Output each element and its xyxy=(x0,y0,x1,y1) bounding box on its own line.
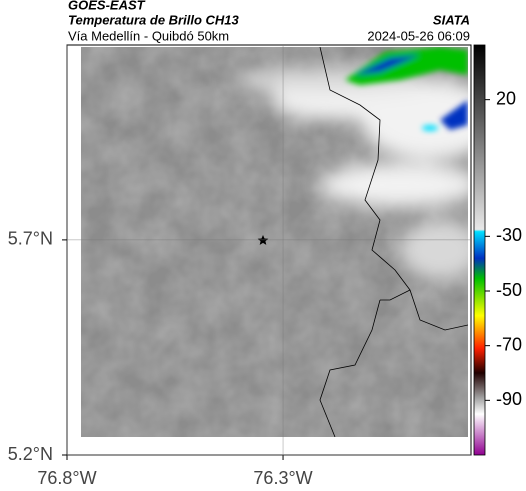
datetime: 2024-05-26 06:09 xyxy=(367,28,470,43)
x-tick-label: 76.8°W xyxy=(37,468,96,488)
source: SIATA xyxy=(433,12,470,27)
colorbar-label: -30 xyxy=(496,225,522,245)
colorbar-label: -90 xyxy=(496,389,522,409)
colorbar-label: -50 xyxy=(496,280,522,300)
title: GOES-EAST xyxy=(68,0,146,12)
colorbar-label: -70 xyxy=(496,334,522,354)
colorbar xyxy=(473,44,486,456)
subtitle: Temperatura de Brillo CH13 xyxy=(68,12,240,27)
region: Vía Medellín - Quibdó 50km xyxy=(68,28,229,43)
colorbar-label: 20 xyxy=(496,88,516,108)
y-tick-label: 5.2°N xyxy=(8,444,53,464)
x-tick-label: 76.3°W xyxy=(253,468,312,488)
y-tick-label: 5.7°N xyxy=(8,229,53,249)
satellite-image xyxy=(81,47,468,437)
